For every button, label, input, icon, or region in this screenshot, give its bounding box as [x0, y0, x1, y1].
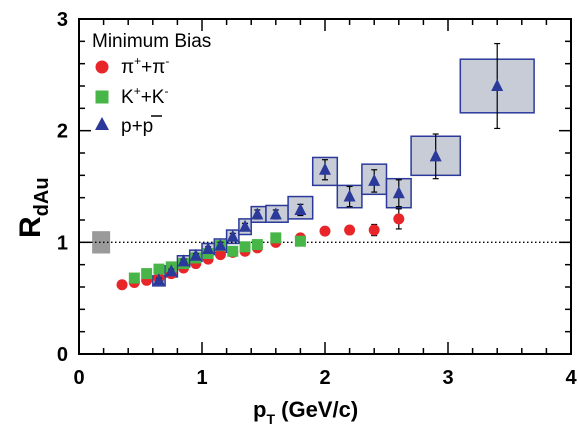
kaon-point [153, 263, 165, 275]
kaon-point [141, 268, 153, 280]
y-tick-label: 2 [57, 121, 68, 143]
x-tick-label: 0 [73, 367, 84, 389]
proton-point [189, 248, 202, 261]
proton-point [368, 173, 381, 186]
legend: Minimum Bias π++π- K++K- p+p [92, 31, 211, 137]
pion-point [368, 224, 380, 236]
proton-point [294, 202, 307, 215]
x-tick-label: 1 [196, 367, 207, 389]
pion-point [116, 279, 128, 291]
y-tick-label: 1 [57, 232, 68, 254]
proton-point [251, 207, 264, 220]
y-tick-label: 3 [57, 9, 68, 31]
pion-point [344, 224, 356, 236]
proton-point [226, 229, 239, 242]
proton-point [239, 219, 252, 232]
legend-marker-protons [95, 117, 109, 130]
x-tick-label: 2 [319, 367, 330, 389]
proton-point [392, 186, 405, 199]
kaon-point [270, 232, 282, 244]
kaon-point [251, 239, 263, 251]
legend-marker-pions [95, 60, 109, 74]
proton-point [491, 79, 504, 91]
proton-point [429, 149, 442, 162]
x-tick-label: 3 [442, 367, 453, 389]
legend-label-protons: p+p [121, 116, 153, 137]
kaon-point [239, 241, 251, 253]
proton-point [269, 207, 282, 220]
legend-marker-kaons [95, 90, 109, 104]
proton-point [202, 242, 215, 255]
normalization-box [92, 231, 111, 254]
legend-label-kaons: K++K- [121, 84, 168, 108]
pion-point [319, 225, 331, 237]
kaon-point [294, 235, 306, 247]
proton-point [343, 189, 356, 202]
pion-point [393, 213, 405, 225]
plot-area: 0 1 2 3 4 0 1 2 3 [57, 9, 578, 389]
x-axis-title: pT (GeV/c) [253, 397, 358, 427]
proton-point [177, 254, 190, 267]
y-tick-label: 0 [57, 344, 68, 366]
kaon-point [227, 245, 239, 257]
proton-point [319, 162, 331, 175]
proton-point [165, 264, 178, 277]
proton-point [214, 238, 227, 251]
kaon-point [128, 272, 140, 284]
legend-label-pions: π++π- [121, 54, 169, 78]
legend-title: Minimum Bias [92, 31, 211, 52]
x-tick-label: 4 [565, 367, 577, 389]
y-axis-title: RdAu [14, 177, 53, 238]
proton-point [152, 273, 165, 286]
pion-point [214, 249, 226, 261]
